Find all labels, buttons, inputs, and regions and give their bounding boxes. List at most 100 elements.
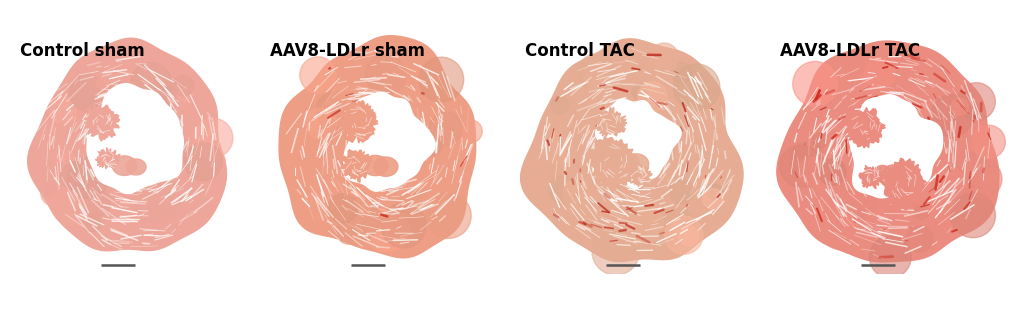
Circle shape [50, 180, 96, 226]
Circle shape [83, 214, 101, 232]
Circle shape [671, 62, 691, 83]
Polygon shape [623, 154, 648, 174]
Polygon shape [84, 104, 119, 141]
Circle shape [963, 160, 1001, 198]
Polygon shape [874, 165, 890, 178]
Circle shape [198, 148, 225, 176]
Circle shape [173, 145, 191, 163]
Circle shape [562, 180, 591, 208]
Circle shape [89, 70, 120, 101]
Text: AAV8-LDLr TAC: AAV8-LDLr TAC [779, 42, 919, 60]
Circle shape [792, 61, 837, 106]
Circle shape [906, 226, 932, 252]
Circle shape [306, 108, 336, 139]
Circle shape [820, 211, 859, 250]
Circle shape [141, 83, 176, 118]
Circle shape [39, 159, 71, 192]
Circle shape [950, 193, 995, 238]
Circle shape [668, 180, 693, 204]
Text: AAV8-LDLr sham: AAV8-LDLr sham [269, 42, 424, 60]
Polygon shape [126, 159, 146, 175]
Polygon shape [95, 147, 120, 169]
Circle shape [426, 193, 471, 239]
Circle shape [658, 208, 696, 246]
Circle shape [50, 98, 75, 125]
Circle shape [369, 52, 386, 69]
Circle shape [338, 76, 369, 106]
Circle shape [707, 184, 722, 200]
Circle shape [399, 187, 421, 209]
Circle shape [673, 64, 719, 110]
Polygon shape [595, 99, 681, 188]
Circle shape [780, 145, 821, 187]
Polygon shape [613, 153, 639, 173]
Circle shape [173, 75, 194, 96]
Circle shape [97, 78, 109, 90]
Circle shape [649, 43, 678, 72]
Circle shape [550, 96, 569, 114]
Circle shape [328, 193, 358, 223]
Circle shape [618, 199, 662, 243]
Circle shape [44, 184, 56, 196]
Circle shape [789, 142, 825, 179]
Circle shape [429, 112, 462, 145]
Circle shape [599, 88, 629, 117]
Circle shape [67, 157, 109, 198]
Circle shape [825, 212, 853, 240]
Circle shape [133, 175, 180, 222]
Polygon shape [628, 164, 651, 187]
Circle shape [828, 181, 875, 228]
Circle shape [380, 47, 397, 64]
Circle shape [460, 120, 482, 143]
Circle shape [419, 57, 464, 102]
Circle shape [631, 84, 647, 99]
Circle shape [798, 157, 824, 184]
Circle shape [669, 222, 681, 232]
Circle shape [565, 182, 577, 194]
Circle shape [319, 119, 337, 137]
Text: Control sham: Control sham [19, 42, 145, 60]
Circle shape [381, 203, 426, 248]
Circle shape [578, 53, 615, 91]
Circle shape [83, 189, 110, 217]
Circle shape [316, 91, 354, 129]
Circle shape [863, 58, 895, 89]
Circle shape [543, 135, 573, 164]
Polygon shape [520, 39, 742, 261]
Polygon shape [373, 157, 397, 176]
Polygon shape [363, 155, 387, 176]
Circle shape [61, 161, 91, 191]
Polygon shape [339, 100, 378, 143]
Text: Control TAC: Control TAC [524, 42, 634, 60]
Circle shape [812, 133, 826, 148]
Polygon shape [847, 95, 942, 198]
Polygon shape [880, 158, 925, 210]
Circle shape [340, 193, 370, 223]
Circle shape [591, 227, 639, 275]
Circle shape [957, 91, 970, 103]
Circle shape [365, 55, 406, 95]
Polygon shape [112, 156, 137, 176]
Circle shape [840, 206, 861, 226]
Polygon shape [340, 150, 372, 182]
Circle shape [109, 82, 129, 103]
Circle shape [852, 209, 863, 219]
Polygon shape [843, 108, 884, 148]
Circle shape [955, 151, 976, 173]
Circle shape [300, 57, 336, 93]
Circle shape [664, 216, 702, 254]
Circle shape [971, 125, 1005, 159]
Circle shape [930, 95, 972, 137]
Circle shape [548, 176, 577, 204]
Circle shape [422, 137, 441, 155]
Circle shape [679, 226, 698, 246]
Polygon shape [776, 41, 998, 262]
Circle shape [316, 109, 353, 145]
Polygon shape [594, 107, 627, 137]
Polygon shape [87, 84, 183, 193]
Circle shape [640, 230, 667, 258]
Polygon shape [589, 136, 636, 190]
Circle shape [913, 205, 927, 219]
Circle shape [172, 146, 213, 186]
Circle shape [41, 183, 63, 205]
